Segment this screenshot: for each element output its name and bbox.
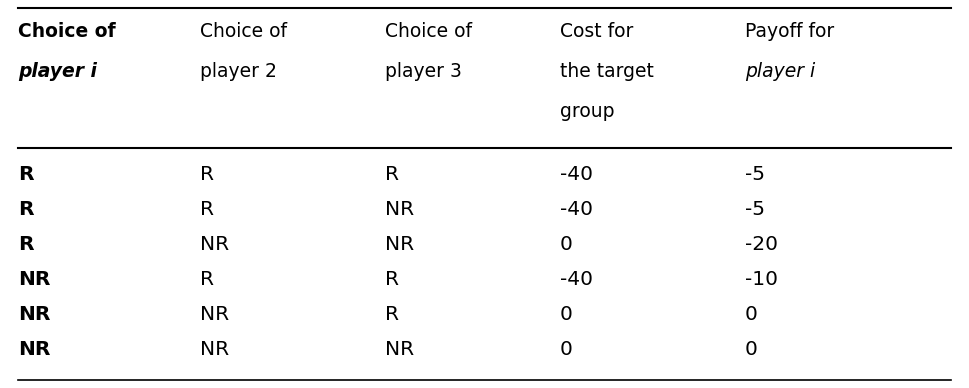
Text: -20: -20 bbox=[745, 235, 778, 254]
Text: NR: NR bbox=[18, 305, 50, 324]
Text: player 2: player 2 bbox=[200, 62, 277, 81]
Text: player i: player i bbox=[18, 62, 97, 81]
Text: R: R bbox=[385, 270, 399, 289]
Text: R: R bbox=[18, 235, 34, 254]
Text: R: R bbox=[18, 165, 34, 184]
Text: NR: NR bbox=[18, 270, 50, 289]
Text: R: R bbox=[200, 200, 214, 219]
Text: NR: NR bbox=[385, 340, 414, 359]
Text: Choice of: Choice of bbox=[200, 22, 287, 41]
Text: R: R bbox=[200, 270, 214, 289]
Text: NR: NR bbox=[200, 305, 229, 324]
Text: 0: 0 bbox=[560, 305, 573, 324]
Text: R: R bbox=[18, 200, 34, 219]
Text: Choice of: Choice of bbox=[18, 22, 115, 41]
Text: NR: NR bbox=[18, 340, 50, 359]
Text: 0: 0 bbox=[560, 235, 573, 254]
Text: player 3: player 3 bbox=[385, 62, 462, 81]
Text: R: R bbox=[385, 305, 399, 324]
Text: NR: NR bbox=[385, 235, 414, 254]
Text: -10: -10 bbox=[745, 270, 778, 289]
Text: Payoff for: Payoff for bbox=[745, 22, 834, 41]
Text: R: R bbox=[385, 165, 399, 184]
Text: -40: -40 bbox=[560, 165, 593, 184]
Text: the target: the target bbox=[560, 62, 654, 81]
Text: -40: -40 bbox=[560, 270, 593, 289]
Text: -5: -5 bbox=[745, 200, 765, 219]
Text: 0: 0 bbox=[560, 340, 573, 359]
Text: player i: player i bbox=[745, 62, 815, 81]
Text: Cost for: Cost for bbox=[560, 22, 634, 41]
Text: R: R bbox=[200, 165, 214, 184]
Text: NR: NR bbox=[200, 340, 229, 359]
Text: Choice of: Choice of bbox=[385, 22, 472, 41]
Text: 0: 0 bbox=[745, 340, 758, 359]
Text: NR: NR bbox=[385, 200, 414, 219]
Text: -40: -40 bbox=[560, 200, 593, 219]
Text: 0: 0 bbox=[745, 305, 758, 324]
Text: group: group bbox=[560, 102, 614, 121]
Text: -5: -5 bbox=[745, 165, 765, 184]
Text: NR: NR bbox=[200, 235, 229, 254]
